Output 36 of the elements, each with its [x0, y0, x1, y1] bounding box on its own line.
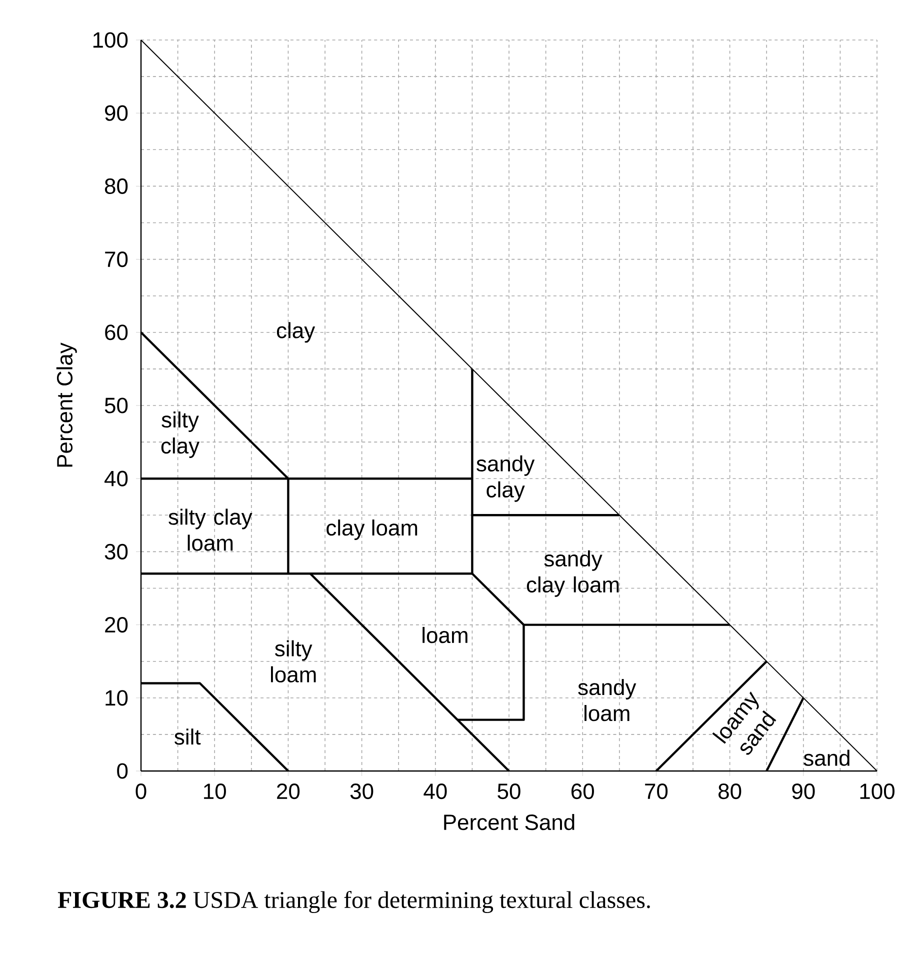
annotation: sandy clay loam: [526, 550, 619, 597]
x-tick-label: 70: [645, 784, 668, 800]
text: FIGURE 3.2 USDA triangle for determining textural classes.: [58, 890, 650, 914]
y-tick-label: 70: [105, 252, 128, 268]
annotation: loam: [422, 626, 468, 644]
y-tick-label: 10: [106, 690, 128, 706]
x-tick-label: 0: [136, 784, 146, 800]
x-tick-label: 60: [571, 784, 594, 800]
x-axis-title: Percent Sand: [444, 814, 574, 830]
x-tick-label: 20: [277, 784, 300, 800]
y-axis-title: Percent Clay: [56, 342, 77, 467]
y-tick-label: 40: [104, 470, 128, 486]
x-tick-label: 10: [204, 784, 226, 800]
annotation: clay: [276, 322, 316, 343]
annotation: silty clay loam: [168, 508, 252, 551]
y-tick-label: 80: [104, 178, 128, 194]
annotation: clay loam: [326, 520, 418, 540]
y-tick-label: 100: [93, 32, 128, 48]
y-tick-label: 30: [104, 544, 128, 560]
annotation: sandy clay: [476, 455, 535, 502]
annotation: silty clay: [161, 411, 200, 458]
x-tick-label: 40: [424, 784, 447, 800]
annotation: sand: [804, 750, 850, 766]
y-tick-label: 0: [117, 763, 128, 779]
x-tick-label: 100: [860, 784, 894, 800]
y-tick-label: 50: [104, 398, 128, 414]
y-tick-label: 20: [105, 617, 128, 633]
x-tick-label: 80: [718, 784, 742, 800]
x-tick-label: 30: [350, 784, 374, 800]
x-tick-label: 90: [792, 784, 815, 800]
x-tick-label: 50: [498, 784, 520, 800]
y-tick-label: 60: [105, 324, 128, 340]
annotation: sandy loam: [578, 679, 636, 722]
y-tick-label: 90: [105, 105, 128, 121]
annotation: silty loam: [270, 640, 316, 682]
annotation: silt: [174, 728, 201, 745]
